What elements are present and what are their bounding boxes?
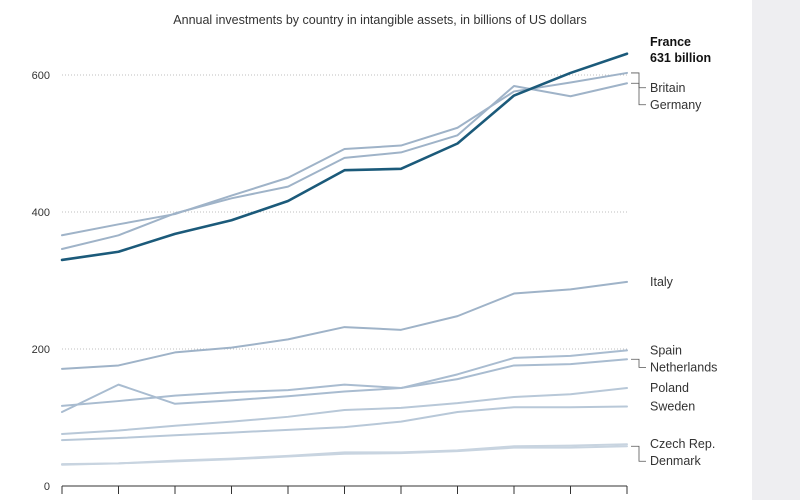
series-layer — [60, 52, 629, 466]
series-line-netherlands — [61, 358, 628, 407]
series-label-italy: Italy — [650, 275, 674, 289]
series-line-italy — [61, 280, 628, 370]
leader-line-germany — [631, 82, 646, 106]
series-line-sweden — [61, 405, 628, 442]
y-tick-label: 200 — [32, 344, 50, 356]
series-line-france — [60, 52, 629, 262]
series-line-germany — [61, 82, 628, 250]
leader-line-denmark — [631, 445, 646, 462]
grid-layer — [62, 74, 627, 350]
line-chart: Annual investments by country in intangi… — [32, 13, 717, 494]
series-label-britain: Britain — [650, 81, 685, 95]
chart-title: Annual investments by country in intangi… — [173, 13, 586, 27]
y-tick-label: 0 — [44, 481, 50, 493]
series-label-poland: Poland — [650, 381, 689, 395]
series-value-label-france: 631 billion — [650, 51, 711, 65]
leader-line-netherlands — [631, 358, 646, 368]
leader-line-britain — [631, 72, 646, 89]
series-label-denmark: Denmark — [650, 454, 701, 468]
series-label-spain: Spain — [650, 343, 682, 357]
series-line-denmark — [61, 445, 628, 466]
series-line-poland — [61, 387, 628, 435]
y-tick-label: 600 — [32, 70, 50, 82]
series-line-britain — [61, 71, 628, 237]
y-tick-label: 400 — [32, 207, 50, 219]
series-label-netherlands: Netherlands — [650, 360, 717, 374]
side-panel — [752, 0, 800, 500]
series-label-france: France — [650, 35, 691, 49]
axis-layer: 0 200 400 600 — [32, 70, 628, 494]
label-layer: France 631 billion Britain Germany Italy Spai… — [631, 35, 717, 468]
series-label-sweden: Sweden — [650, 400, 695, 414]
series-label-czech-rep: Czech Rep. — [650, 437, 715, 451]
series-label-germany: Germany — [650, 98, 702, 112]
